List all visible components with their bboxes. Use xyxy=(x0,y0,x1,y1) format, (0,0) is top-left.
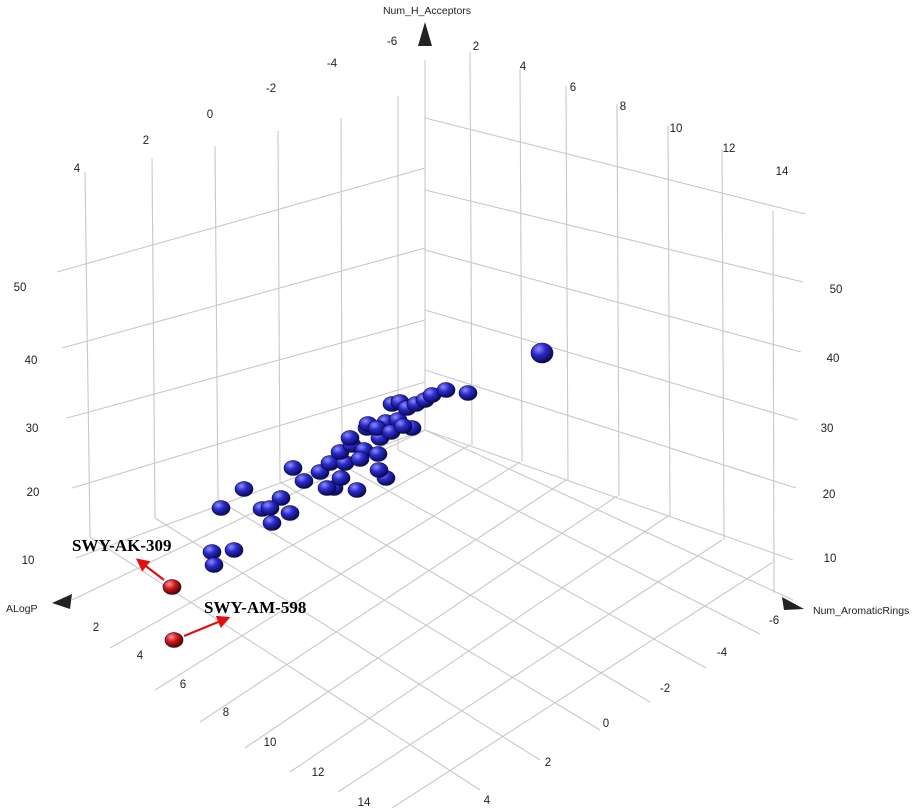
y-tick: 2 xyxy=(545,757,551,769)
x-tick: 6 xyxy=(180,679,186,691)
data-point-blue xyxy=(224,542,244,558)
data-point-blue xyxy=(331,470,351,486)
data-point-blue xyxy=(202,544,222,560)
data-point-blue xyxy=(271,490,291,506)
z-tick-left: 10 xyxy=(22,555,35,567)
y-tick: -6 xyxy=(769,615,779,627)
z-axis-label: Num_H_Acceptors xyxy=(383,5,471,17)
x-tick: 2 xyxy=(93,622,99,634)
data-point-blue xyxy=(317,480,337,496)
z-tick-right: 10 xyxy=(824,553,837,565)
z-tick-right: 40 xyxy=(827,353,840,365)
y-tick: -4 xyxy=(717,647,728,659)
x-tick: 10 xyxy=(264,737,277,749)
data-point-blue xyxy=(280,505,300,521)
top-right-tick: 4 xyxy=(520,61,527,73)
callout-arrow-ak309 xyxy=(135,558,165,581)
top-right-tick: 14 xyxy=(776,166,789,178)
data-point-red xyxy=(164,632,184,648)
data-point-blue xyxy=(283,460,303,476)
top-right-tick: 8 xyxy=(620,101,626,113)
data-point-blue xyxy=(260,500,280,516)
y-tick: -2 xyxy=(660,683,670,695)
x-axis-label: ALogP xyxy=(6,603,38,615)
z-tick-right: 50 xyxy=(830,284,843,296)
top-left-tick: 0 xyxy=(207,109,213,121)
z-tick-left: 20 xyxy=(27,487,40,499)
data-point-blue xyxy=(211,500,231,516)
data-point-blue xyxy=(234,481,254,497)
data-point-red xyxy=(162,579,182,595)
data-point-blue xyxy=(368,446,388,462)
y-axis-arrow xyxy=(782,597,804,610)
x-tick: 12 xyxy=(312,767,325,779)
top-right-tick: 6 xyxy=(570,82,576,94)
z-tick-left: 50 xyxy=(14,282,27,294)
data-point-blue xyxy=(204,557,224,573)
data-points xyxy=(162,342,554,648)
top-left-tick: 2 xyxy=(143,135,149,147)
top-right-tick: 2 xyxy=(473,41,479,53)
x-tick: 4 xyxy=(137,650,144,662)
callout-arrow-am598 xyxy=(183,615,231,638)
data-point-blue xyxy=(294,473,314,489)
x-tick: 8 xyxy=(223,707,229,719)
top-right-tick: 10 xyxy=(670,123,683,135)
top-left-tick: -2 xyxy=(266,83,276,95)
z-tick-right: 30 xyxy=(821,423,834,435)
top-left-tick: -4 xyxy=(327,58,338,70)
data-point-blue xyxy=(458,385,478,401)
data-point-blue xyxy=(340,430,360,446)
z-axis-arrow xyxy=(418,22,432,46)
data-point-blue xyxy=(347,482,367,498)
y-axis-label: Num_AromaticRings xyxy=(813,605,909,617)
data-point-blue xyxy=(393,418,413,434)
z-tick-left: 30 xyxy=(26,423,39,435)
data-point-blue xyxy=(369,462,389,478)
top-left-tick: -6 xyxy=(387,36,397,48)
callout-label-ak309: SWY-AK-309 xyxy=(72,536,172,555)
callout-label-am598: SWY-AM-598 xyxy=(204,598,306,617)
grid xyxy=(56,51,806,809)
data-point-blue xyxy=(530,342,554,364)
top-left-tick: 4 xyxy=(74,163,81,175)
data-point-blue xyxy=(350,451,370,467)
data-point-blue xyxy=(436,382,456,398)
top-right-tick: 12 xyxy=(723,143,736,155)
x-tick: 14 xyxy=(358,797,371,809)
z-tick-right: 20 xyxy=(823,489,836,501)
data-point-blue xyxy=(262,515,282,531)
x-axis-arrow xyxy=(52,594,72,609)
axis-arrows xyxy=(52,22,804,610)
z-tick-left: 40 xyxy=(25,355,38,367)
y-tick: 4 xyxy=(484,795,491,807)
y-tick: 0 xyxy=(603,718,609,730)
